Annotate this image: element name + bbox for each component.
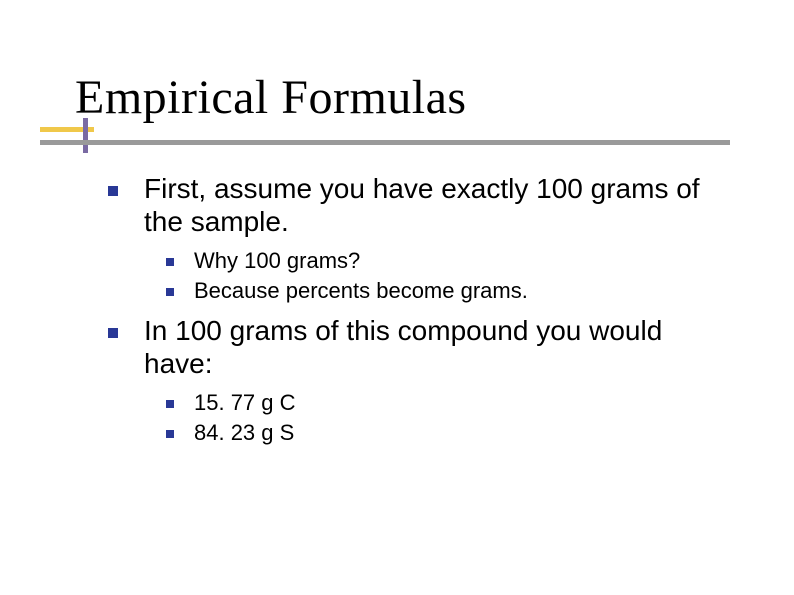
- slide: Empirical Formulas First, assume you hav…: [0, 0, 794, 595]
- square-bullet-icon: [166, 288, 174, 296]
- square-bullet-icon: [166, 258, 174, 266]
- title-underline: [40, 140, 730, 145]
- bullet-item: Why 100 grams?: [166, 248, 728, 274]
- bullet-text: First, assume you have exactly 100 grams…: [144, 173, 700, 237]
- square-bullet-icon: [108, 328, 118, 338]
- slide-body: First, assume you have exactly 100 grams…: [108, 172, 728, 456]
- bullet-text: 84. 23 g S: [194, 420, 294, 445]
- bullet-item: In 100 grams of this compound you would …: [108, 314, 728, 380]
- square-bullet-icon: [108, 186, 118, 196]
- sub-list: Why 100 grams? Because percents become g…: [108, 248, 728, 304]
- bullet-text: Why 100 grams?: [194, 248, 360, 273]
- slide-title-wrap: Empirical Formulas: [75, 70, 715, 150]
- square-bullet-icon: [166, 400, 174, 408]
- square-bullet-icon: [166, 430, 174, 438]
- bullet-item: 84. 23 g S: [166, 420, 728, 446]
- bullet-item: 15. 77 g C: [166, 390, 728, 416]
- bullet-text: In 100 grams of this compound you would …: [144, 315, 662, 379]
- bullet-item: Because percents become grams.: [166, 278, 728, 304]
- accent-purple-bar: [83, 118, 88, 153]
- sub-list: 15. 77 g C 84. 23 g S: [108, 390, 728, 446]
- slide-title: Empirical Formulas: [75, 71, 467, 124]
- bullet-item: First, assume you have exactly 100 grams…: [108, 172, 728, 238]
- bullet-text: Because percents become grams.: [194, 278, 528, 303]
- bullet-text: 15. 77 g C: [194, 390, 296, 415]
